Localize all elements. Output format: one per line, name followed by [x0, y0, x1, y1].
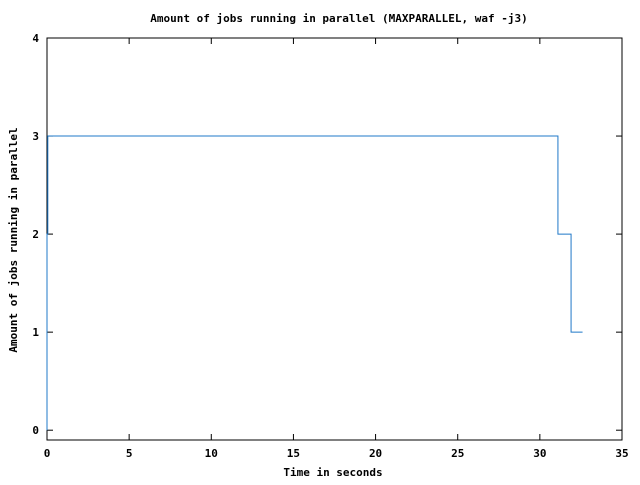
y-tick-label: 2: [32, 228, 39, 241]
y-tick-label: 4: [32, 32, 39, 45]
x-tick-label: 25: [451, 447, 464, 460]
y-tick-label: 1: [32, 326, 39, 339]
chart-title: Amount of jobs running in parallel (MAXP…: [150, 12, 528, 25]
y-tick-label: 0: [32, 424, 39, 437]
x-axis: 0 5 10 15 20 25 30 35: [44, 38, 629, 460]
x-axis-label: Time in seconds: [283, 466, 382, 479]
x-tick-label: 30: [533, 447, 546, 460]
x-tick-label: 35: [615, 447, 628, 460]
y-tick-label: 3: [32, 130, 39, 143]
series-line: [46, 135, 583, 431]
x-tick-label: 15: [287, 447, 300, 460]
x-tick-label: 10: [205, 447, 218, 460]
x-tick-label: 20: [369, 447, 382, 460]
x-tick-label: 0: [44, 447, 51, 460]
y-axis-label: Amount of jobs running in parallel: [7, 127, 20, 352]
x-tick-label: 5: [126, 447, 133, 460]
plot-frame: [46, 37, 623, 441]
y-axis: 0 1 2 3 4: [32, 32, 622, 437]
